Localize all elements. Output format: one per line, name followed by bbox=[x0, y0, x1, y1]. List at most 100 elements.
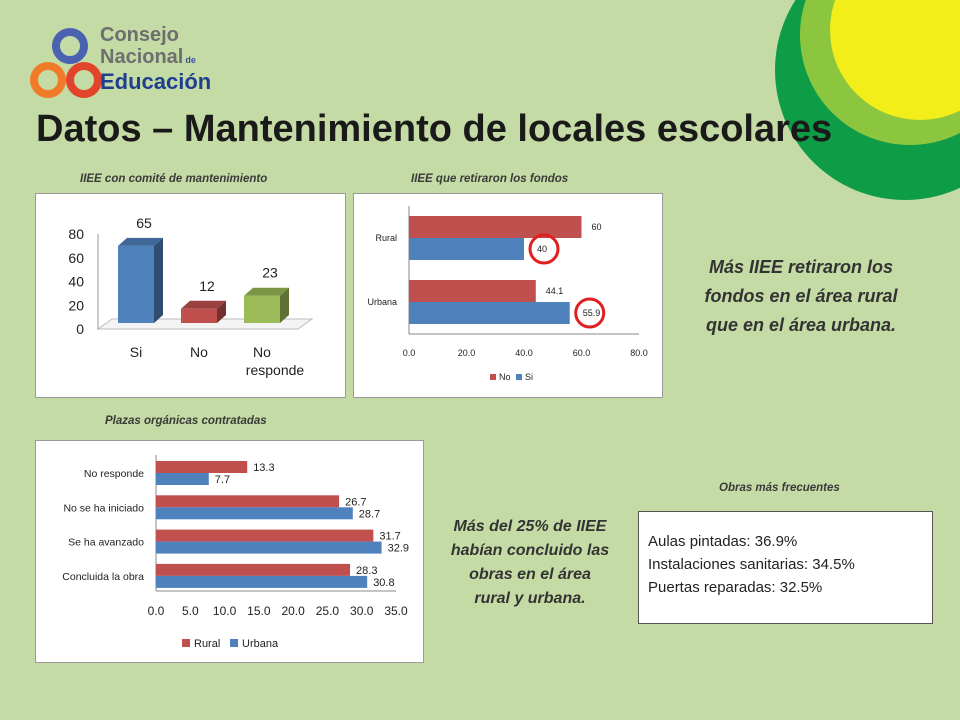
chart1-bar-side bbox=[217, 300, 226, 323]
chart3-value-label: 26.7 bbox=[345, 496, 366, 508]
chart3-svg: 0.0 5.0 10.0 15.0 20.0 25.0 30.0 35.0 No respond… bbox=[62, 455, 409, 650]
chart3-x-tick-label: 20.0 bbox=[281, 604, 305, 618]
chart3-legend-swatch bbox=[182, 639, 190, 647]
chart1-bar-side bbox=[154, 237, 163, 323]
chart3-category-label: No se ha iniciado bbox=[63, 502, 144, 514]
concluido-note-line: habían concluido las bbox=[450, 542, 610, 559]
chart3-bar bbox=[156, 495, 340, 508]
chart3-x-tick-label: 25.0 bbox=[316, 604, 340, 618]
concluido-note-line: Más del 25% de IIEE bbox=[453, 518, 607, 535]
chart3-legend-swatch bbox=[230, 639, 238, 647]
chart2-bar bbox=[409, 216, 582, 238]
chart1-svg: 0 20 40 60 80 65 Si 12 No 23 No responde bbox=[68, 215, 314, 378]
rural-note-line: fondos en el área rural bbox=[704, 286, 898, 306]
chart3-bar bbox=[156, 541, 382, 554]
chart3-category-label: Se ha avanzado bbox=[68, 537, 144, 549]
logo-line-3: Educación bbox=[100, 69, 212, 94]
chart3-x-tick-label: 0.0 bbox=[148, 604, 165, 618]
yellow-circle bbox=[830, 0, 960, 120]
chart3-bar bbox=[156, 507, 353, 520]
rural-note-line: que en el área urbana. bbox=[705, 315, 897, 335]
chart3-category-label: Concluida la obra bbox=[62, 571, 144, 583]
chart3-x-tick-label: 30.0 bbox=[350, 604, 374, 618]
logo-line-2: Nacional de bbox=[100, 46, 211, 71]
chart1-bar-top bbox=[244, 287, 289, 296]
chart1-value-label: 65 bbox=[136, 215, 152, 231]
chart2-value-label: 55.9 bbox=[583, 308, 601, 318]
chart2-x-tick-label: 0.0 bbox=[403, 348, 416, 358]
chart1-y-tick-label: 80 bbox=[68, 226, 84, 242]
chart2-value-label: 40 bbox=[537, 244, 547, 254]
obras-item: Aulas pintadas: 36.9% bbox=[648, 533, 798, 550]
logo-icon bbox=[30, 28, 102, 98]
logo-wordmark: Consejo Nacional de Educación bbox=[100, 24, 211, 93]
chart2-highlight-circle bbox=[574, 297, 606, 329]
chart2-legend-label: Si bbox=[525, 372, 533, 382]
concluido-note-line: obras en el área bbox=[469, 566, 591, 583]
chart1-y-tick-label: 40 bbox=[68, 274, 84, 290]
chart1-category-label: No bbox=[253, 344, 271, 360]
rural-note-line: Más IIEE retiraron los bbox=[708, 257, 894, 277]
logo-line-2-text: Nacional bbox=[100, 46, 184, 68]
chart3-value-label: 28.7 bbox=[359, 508, 380, 520]
chart3-caption: Plazas orgánicas contratadas bbox=[105, 415, 267, 427]
chart2-bar bbox=[409, 238, 524, 260]
chart3-category-label: No responde bbox=[84, 468, 144, 480]
obras-box: Aulas pintadas: 36.9% Instalaciones sani… bbox=[638, 511, 933, 624]
chart3-bar bbox=[156, 473, 209, 485]
rural-note: Más IIEE retiraron los fondos en el área… bbox=[676, 253, 926, 340]
chart1-bar-side bbox=[280, 287, 289, 323]
chart2-frame: 0.0 20.0 40.0 60.0 80.0 Rural 60 40 Urbana 44.1 55… bbox=[353, 193, 663, 398]
chart2-highlight-circle bbox=[528, 233, 560, 265]
chart3-bar bbox=[156, 575, 368, 588]
chart1-value-label: 23 bbox=[262, 265, 278, 281]
chart2-x-tick-label: 20.0 bbox=[458, 348, 476, 358]
chart2-bar bbox=[409, 302, 570, 324]
chart3-value-label: 32.9 bbox=[388, 543, 409, 555]
chart1-bar bbox=[118, 245, 154, 323]
chart1-y-tick-label: 60 bbox=[68, 250, 84, 266]
chart2-bar bbox=[409, 280, 536, 302]
chart3-value-label: 7.7 bbox=[215, 474, 230, 486]
chart3-value-label: 31.7 bbox=[379, 531, 400, 543]
chart2-legend-swatch bbox=[516, 374, 522, 380]
chart1-value-label: 12 bbox=[199, 278, 215, 294]
obras-item: Instalaciones sanitarias: 34.5% bbox=[648, 556, 855, 573]
chart3-value-label: 28.3 bbox=[356, 565, 377, 577]
chart2-x-tick-label: 60.0 bbox=[573, 348, 591, 358]
concluido-note: Más del 25% de IIEE habían concluido las… bbox=[430, 515, 630, 611]
chart3-legend-label: Urbana bbox=[242, 638, 279, 650]
obras-caption: Obras más frecuentes bbox=[719, 482, 840, 494]
chart3-x-tick-label: 35.0 bbox=[384, 604, 408, 618]
chart1-bar bbox=[244, 295, 280, 323]
chart2-legend-label: No bbox=[499, 372, 511, 382]
chart2-legend-swatch bbox=[490, 374, 496, 380]
chart3-value-label: 30.8 bbox=[373, 577, 394, 589]
logo-line-2-small: de bbox=[185, 55, 196, 65]
logo: Consejo Nacional de Educación bbox=[30, 24, 250, 114]
chart1-category-label: responde bbox=[246, 362, 305, 378]
chart1-bar-top bbox=[181, 300, 226, 309]
chart1-caption: IIEE con comité de mantenimiento bbox=[80, 173, 268, 185]
chart2-svg: 0.0 20.0 40.0 60.0 80.0 Rural 60 40 Urbana 44.1 55… bbox=[367, 206, 648, 382]
logo-line-1: Consejo bbox=[100, 24, 179, 46]
chart2-value-label: 44.1 bbox=[546, 286, 564, 296]
chart2-category-label: Urbana bbox=[367, 297, 397, 307]
obras-item: Puertas reparadas: 32.5% bbox=[648, 579, 823, 596]
chart3-x-tick-label: 10.0 bbox=[213, 604, 237, 618]
chart3-bar bbox=[156, 529, 374, 542]
chart1-y-tick-label: 20 bbox=[68, 297, 84, 313]
page-title: Datos – Mantenimiento de locales escolar… bbox=[36, 108, 833, 150]
chart3-x-tick-label: 5.0 bbox=[182, 604, 199, 618]
chart3-x-tick-label: 15.0 bbox=[247, 604, 271, 618]
chart3-value-label: 13.3 bbox=[253, 462, 274, 474]
chart1-bar-top bbox=[118, 237, 163, 246]
chart2-x-tick-label: 40.0 bbox=[515, 348, 533, 358]
chart3-bar bbox=[156, 563, 351, 576]
chart2-x-tick-label: 80.0 bbox=[630, 348, 648, 358]
chart2-value-label: 60 bbox=[592, 222, 602, 232]
chart2-category-label: Rural bbox=[375, 233, 397, 243]
chart1-frame: 0 20 40 60 80 65 Si 12 No 23 No responde bbox=[35, 193, 346, 398]
